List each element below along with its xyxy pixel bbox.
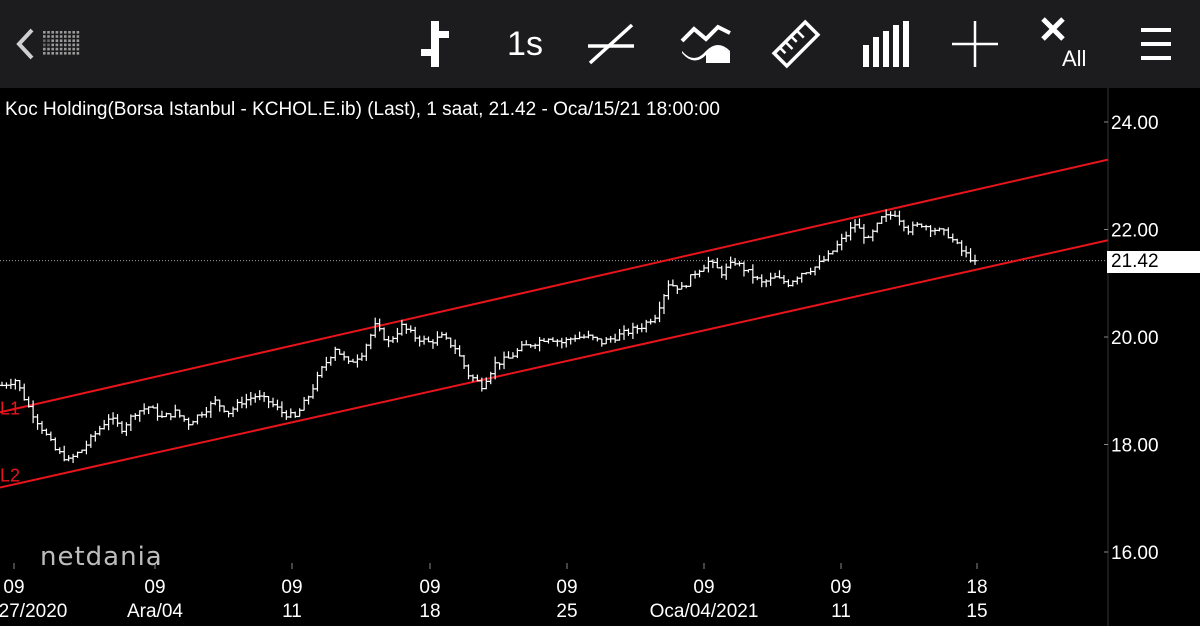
volume-button[interactable] <box>860 0 910 88</box>
channel-line-l2 <box>0 239 1109 489</box>
interval-button[interactable]: 1s <box>498 0 552 88</box>
price-chart[interactable]: 24.00 22.00 20.00 18.00 16.00 09 Kas/27/2020 09… <box>0 88 1200 626</box>
menu-button[interactable] <box>1136 0 1176 88</box>
crosshair-button[interactable] <box>950 0 1000 88</box>
y-tick-label: 24.00 <box>1111 113 1159 134</box>
x-tick-label-bottom: 11 <box>282 601 302 622</box>
back-chevron-icon <box>16 28 34 60</box>
clear-all-button[interactable]: All <box>1036 0 1092 88</box>
x-tick-label-bottom: Oca/04/2021 <box>650 601 759 622</box>
y-tick-label: 16.00 <box>1111 543 1159 564</box>
bar-style-button[interactable] <box>415 0 455 88</box>
clear-all-icon <box>1041 17 1065 41</box>
ruler-icon <box>771 19 821 69</box>
y-tick-label: 22.00 <box>1111 221 1159 242</box>
toolbar: 1s All <box>0 0 1200 88</box>
channel-label-l1: L1 <box>0 398 20 418</box>
clear-all-label: All <box>1062 46 1087 71</box>
channel-label-l2: L2 <box>0 466 20 486</box>
x-tick-label-top: 09 <box>556 577 577 598</box>
crosshair-icon <box>952 21 998 67</box>
x-tick-label-top: 09 <box>693 577 714 598</box>
trendline-icon <box>588 23 634 65</box>
x-tick-label-top: 09 <box>830 577 851 598</box>
x-tick-label-bottom: 11 <box>831 601 851 622</box>
ruler-button[interactable] <box>770 0 822 88</box>
bar-style-icon <box>421 21 449 67</box>
chart-title: Koc Holding(Borsa Istanbul - KCHOL.E.ib)… <box>5 99 720 120</box>
indicator-button[interactable] <box>678 0 736 88</box>
x-tick-label-bottom: 25 <box>556 601 577 622</box>
netdania-logo: netdania <box>40 542 163 572</box>
channel-line-l1 <box>0 158 1109 414</box>
y-tick-label: 18.00 <box>1111 436 1159 457</box>
y-tick-label: 20.00 <box>1111 328 1159 349</box>
trendline-button[interactable] <box>584 0 638 88</box>
menu-icon <box>1141 28 1171 60</box>
x-tick-label-top: 09 <box>3 577 24 598</box>
x-tick-label-top: 09 <box>281 577 302 598</box>
x-tick-label-top: 09 <box>419 577 440 598</box>
last-price-label: 21.42 <box>1107 251 1200 273</box>
app-grid-icon <box>43 31 80 55</box>
x-tick-label-bottom: 15 <box>966 601 987 622</box>
x-tick-label-top: 09 <box>144 577 165 598</box>
x-tick-label-top: 18 <box>966 577 987 598</box>
app-grid-button[interactable] <box>40 0 82 88</box>
volume-bars-icon <box>863 21 909 67</box>
x-tick-label-bottom: 18 <box>419 601 440 622</box>
interval-label: 1s <box>507 24 543 63</box>
back-button[interactable] <box>8 0 42 88</box>
indicator-icon <box>680 24 731 63</box>
x-tick-label-bottom: Ara/04 <box>127 601 183 622</box>
x-tick-label-bottom: Kas/27/2020 <box>0 601 67 622</box>
